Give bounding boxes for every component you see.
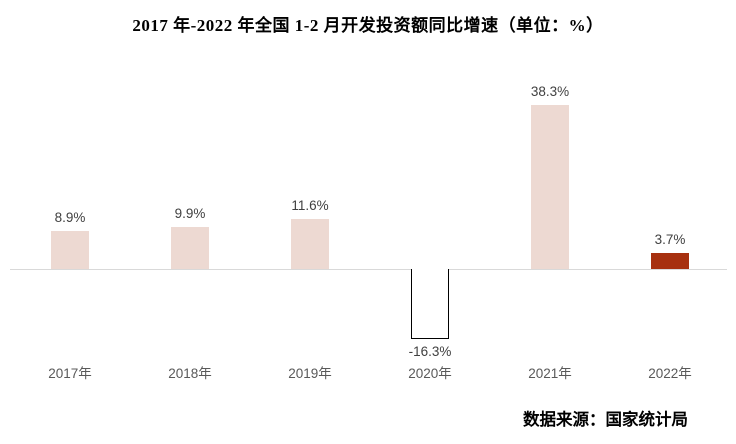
category-label-2021年: 2021年 <box>528 366 572 381</box>
bar-2020年 <box>411 269 449 339</box>
value-label-2019年: 11.6% <box>291 198 329 213</box>
category-label-2022年: 2022年 <box>648 366 692 381</box>
bar-2021年 <box>531 105 569 269</box>
bar-2017年 <box>51 231 89 269</box>
value-label-2018年: 9.9% <box>174 206 206 221</box>
data-source-note: 数据来源：国家统计局 <box>523 410 688 429</box>
value-label-2017年: 8.9% <box>54 210 86 225</box>
chart-title: 2017 年-2022 年全国 1-2 月开发投资额同比增速（单位：%） <box>132 16 604 35</box>
category-label-2017年: 2017年 <box>48 366 92 381</box>
value-label-2021年: 38.3% <box>530 84 570 99</box>
category-label-2019年: 2019年 <box>288 366 332 381</box>
value-label-2022年: 3.7% <box>654 232 686 247</box>
category-label-2018年: 2018年 <box>168 366 212 381</box>
x-axis-line <box>10 269 727 270</box>
value-label-2020年: -16.3% <box>408 344 452 359</box>
category-label-2020年: 2020年 <box>408 366 452 381</box>
bar-2018年 <box>171 227 209 269</box>
bar-2022年 <box>651 253 689 269</box>
bar-2019年 <box>291 219 329 269</box>
